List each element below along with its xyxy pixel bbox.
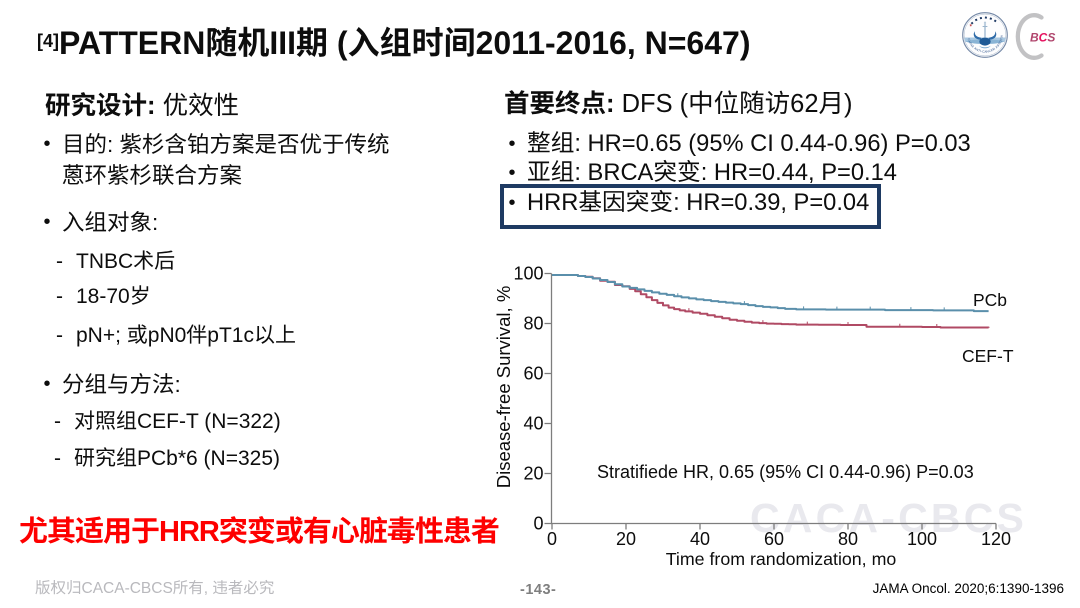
svg-text:20: 20: [616, 529, 636, 549]
svg-text:0: 0: [533, 514, 543, 534]
svg-text:0: 0: [547, 529, 557, 549]
svg-text:Stratifiede HR, 0.65 (95% CI 0: Stratifiede HR, 0.65 (95% CI 0.44-0.96) …: [597, 462, 974, 482]
svg-text:80: 80: [523, 314, 543, 334]
svg-text:100: 100: [513, 264, 543, 284]
svg-text:120: 120: [981, 529, 1011, 549]
svg-text:60: 60: [764, 529, 784, 549]
svg-text:PCb: PCb: [973, 290, 1007, 310]
svg-text:40: 40: [523, 414, 543, 434]
svg-text:Time from randomization, mo: Time from randomization, mo: [666, 549, 897, 569]
svg-text:60: 60: [523, 364, 543, 384]
svg-text:40: 40: [690, 529, 710, 549]
svg-text:Disease-free Survival, %: Disease-free Survival, %: [493, 286, 514, 489]
svg-text:CEF-T: CEF-T: [962, 346, 1014, 366]
svg-text:80: 80: [838, 529, 858, 549]
svg-text:20: 20: [523, 464, 543, 484]
svg-text:BCS: BCS: [1030, 31, 1055, 45]
svg-text:100: 100: [907, 529, 937, 549]
